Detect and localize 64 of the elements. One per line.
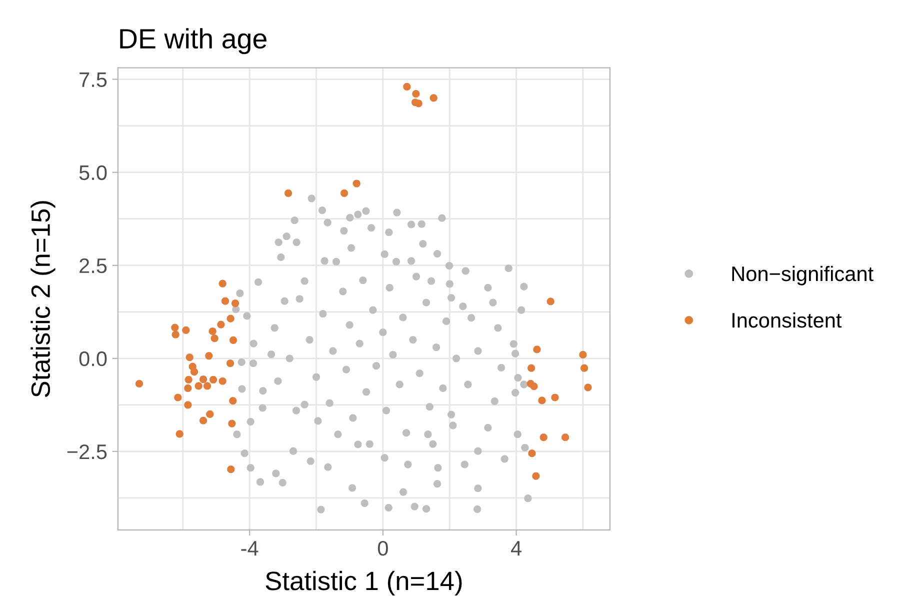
point: [561, 434, 570, 442]
point: [228, 420, 236, 428]
point: [580, 364, 588, 372]
point: [206, 410, 214, 418]
point: [194, 382, 202, 390]
point: [184, 384, 192, 392]
y-axis-title: Statistic 2 (n=15): [30, 201, 56, 398]
point: [530, 382, 538, 390]
chart-title: DE with age: [120, 28, 266, 54]
point: [199, 416, 208, 424]
point: [226, 314, 234, 322]
y-tick-label: 2.5: [80, 258, 107, 274]
point: [340, 189, 348, 197]
y-tick-label: 7.5: [80, 72, 107, 88]
point: [528, 450, 536, 458]
point: [210, 334, 218, 342]
point: [579, 350, 587, 358]
point: [546, 298, 554, 306]
point: [209, 376, 218, 384]
point: [176, 430, 184, 438]
point: [172, 330, 180, 338]
point: [208, 327, 216, 336]
legend-label: Inconsistent: [732, 312, 842, 328]
point: [171, 324, 179, 332]
point: [184, 376, 192, 384]
point: [218, 377, 226, 385]
x-axis-title: Statistic 1 (n=14): [266, 570, 462, 596]
point: [414, 100, 422, 108]
point: [227, 466, 235, 474]
y-tick-label: 5.0: [79, 165, 107, 180]
legend-label: Non−significant: [732, 266, 874, 286]
point: [217, 320, 225, 328]
point: [527, 364, 536, 372]
point: [229, 397, 237, 405]
point: [403, 82, 411, 91]
x-tick-label: -4: [241, 541, 258, 556]
point: [532, 472, 540, 480]
point: [551, 394, 559, 402]
point: [218, 280, 226, 288]
point: [221, 297, 230, 305]
point: [533, 346, 541, 354]
point: [540, 434, 548, 442]
point: [203, 382, 212, 390]
point: [430, 94, 438, 102]
point: [205, 352, 213, 360]
point: [538, 396, 546, 404]
point: [231, 300, 240, 308]
point: [135, 380, 144, 388]
y-tick-label: −2.5: [67, 444, 107, 460]
point: [186, 353, 194, 362]
point: [412, 90, 420, 98]
point: [182, 326, 190, 334]
point: [190, 368, 198, 376]
point: [174, 394, 182, 402]
x-tick-label: 4: [510, 541, 522, 556]
point: [284, 189, 292, 197]
x-tick-label: 0: [378, 540, 388, 556]
y-tick-label: 0.0: [79, 351, 107, 366]
point: [199, 375, 208, 384]
point: [184, 401, 192, 409]
point: [229, 336, 238, 344]
point: [352, 180, 360, 188]
point: [584, 384, 592, 392]
point: [226, 359, 234, 368]
